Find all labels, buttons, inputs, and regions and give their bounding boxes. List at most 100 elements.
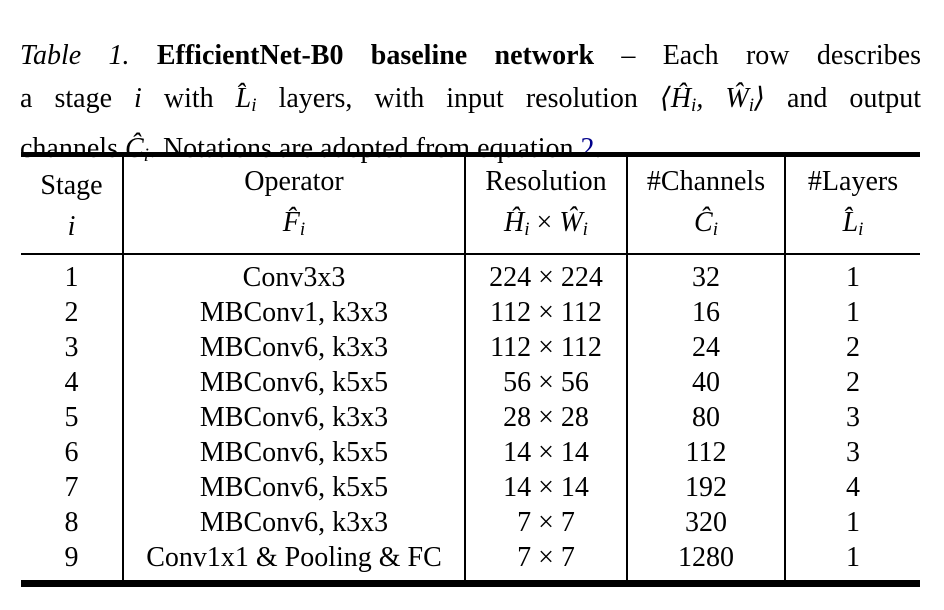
table-row-stage-6: 6 MBConv6, k5x5 14 × 14 112 3: [21, 435, 920, 471]
cell-resolution: 56 × 56: [464, 365, 627, 401]
table-caption: Table 1. EfficientNet-B0 baseline networ…: [20, 34, 921, 177]
caption-segment: i: [691, 95, 697, 117]
header-symbol-operator: F̂i: [124, 203, 464, 253]
table-row-stage-3: 3 MBConv6, k3x3 112 × 112 24 2: [21, 330, 920, 366]
cell-resolution: 112 × 112: [464, 295, 627, 331]
cell-resolution: 7 × 7: [464, 540, 627, 584]
cell-layers: 4: [784, 470, 920, 506]
cell-operator: MBConv1, k3x3: [122, 295, 465, 331]
header-symbol-channels: Ĉi: [628, 203, 784, 253]
header-cell-resolution: Resolution Ĥi × Ŵi: [464, 154, 627, 256]
cell-stage: 7: [64, 472, 79, 504]
cell-channels: 24: [626, 330, 785, 366]
caption-line-1: Table 1. EfficientNet-B0 baseline networ…: [20, 34, 921, 77]
cell-operator: Conv1x1 & Pooling & FC: [122, 540, 465, 584]
math-segment: i: [858, 219, 864, 241]
caption-segment: with: [141, 83, 236, 114]
efficientnet-b0-table: Stage i Operator F̂i Resolution Ĥi × Ŵi #Chann…: [21, 152, 920, 588]
cell-stage: 1: [64, 262, 79, 294]
cell-operator: MBConv6, k5x5: [122, 365, 465, 401]
caption-segment: i: [251, 95, 257, 117]
caption-segment: EfficientNet-B0 baseline network: [156, 40, 595, 71]
math-segment: i: [524, 219, 530, 241]
header-cell-layers: #Layers L̂i: [784, 154, 920, 256]
table-row-stage-9: 9 Conv1x1 & Pooling & FC 7 × 7 1280 1: [21, 540, 920, 584]
cell-channels: 112: [626, 435, 785, 471]
caption-segment: layers, with input resolution: [256, 83, 660, 114]
caption-segment: Ŵ: [725, 83, 749, 114]
caption-segment: ⟩: [754, 83, 765, 114]
header-cell-operator: Operator F̂i: [122, 154, 465, 256]
math-segment: Ŵ: [559, 207, 583, 238]
caption-segment: [130, 40, 157, 71]
cell-layers: 1: [784, 540, 920, 584]
table-row-stage-8: 8 MBConv6, k3x3 7 × 7 320 1: [21, 505, 920, 541]
cell-stage: 4: [64, 367, 79, 399]
cell-channels: 32: [626, 254, 785, 296]
cell-resolution: 7 × 7: [464, 505, 627, 541]
math-segment: i: [582, 219, 588, 241]
cell-resolution: 28 × 28: [464, 400, 627, 436]
caption-segment: Table 1.: [20, 40, 130, 71]
cell-resolution: 224 × 224: [464, 254, 627, 296]
caption-segment: .: [594, 133, 602, 165]
header-symbol-stage: i: [21, 207, 122, 250]
table-body: 1 Conv3x3 224 × 224 32 1 2 MBConv1, k3x3 112 × …: [21, 254, 920, 584]
cell-layers: 2: [784, 330, 920, 366]
cell-stage: 6: [64, 437, 79, 469]
header-label-operator: Operator: [244, 166, 344, 197]
caption-segment: – Each row describes: [594, 40, 922, 71]
header-cell-stage: Stage i: [21, 154, 123, 256]
header-label-stage: Stage: [40, 169, 103, 201]
table-container: Stage i Operator F̂i Resolution Ĥi × Ŵi #Chann…: [21, 152, 920, 588]
caption-segment: and output: [764, 83, 921, 114]
cell-layers: 2: [784, 365, 920, 401]
header-cell-channels: #Channels Ĉi: [626, 154, 785, 256]
cell-layers: 1: [784, 295, 920, 331]
cell-operator: MBConv6, k5x5: [122, 470, 465, 506]
math-segment: i: [299, 219, 306, 241]
math-segment: Ĥ: [504, 207, 525, 238]
math-segment: ×: [529, 207, 560, 238]
cell-operator: MBConv6, k3x3: [122, 330, 465, 366]
table-row-stage-4: 4 MBConv6, k5x5 56 × 56 40 2: [21, 365, 920, 401]
cell-layers: 3: [784, 400, 920, 436]
cell-operator: MBConv6, k5x5: [122, 435, 465, 471]
cell-resolution: 112 × 112: [464, 330, 627, 366]
caption-segment: i: [134, 83, 142, 114]
cell-resolution: 14 × 14: [464, 435, 627, 471]
math-segment: i: [67, 210, 76, 242]
cell-stage: 2: [64, 297, 79, 329]
header-symbol-resolution: Ĥi × Ŵi: [466, 203, 626, 253]
table-row-stage-2: 2 MBConv1, k3x3 112 × 112 16 1: [21, 295, 920, 331]
cell-channels: 40: [626, 365, 785, 401]
math-segment: L̂: [842, 207, 859, 238]
cell-stage: 8: [64, 507, 79, 539]
table-row-stage-1: 1 Conv3x3 224 × 224 32 1: [21, 254, 920, 296]
math-segment: F̂: [282, 207, 300, 238]
cell-stage: 3: [64, 332, 79, 364]
caption-segment: L̂: [235, 83, 252, 114]
caption-segment: Ĥ: [670, 83, 692, 114]
cell-resolution: 14 × 14: [464, 470, 627, 506]
header-label-layers: #Layers: [807, 166, 899, 197]
caption-segment: ⟨: [659, 83, 671, 114]
header-label-resolution: Resolution: [485, 166, 607, 197]
caption-segment: ,: [696, 83, 726, 114]
cell-layers: 1: [784, 505, 920, 541]
caption-segment: i: [748, 95, 754, 117]
caption-segment: a stage: [20, 83, 135, 114]
cell-channels: 80: [626, 400, 785, 436]
cell-layers: 3: [784, 435, 920, 471]
cell-operator: MBConv6, k3x3: [122, 400, 465, 436]
header-label-channels: #Channels: [646, 166, 766, 197]
caption-line-2: a stage i with L̂i layers, with input re…: [20, 77, 921, 127]
cell-layers: 1: [784, 254, 920, 296]
math-segment: Ĉ: [694, 207, 713, 238]
cell-stage: 9: [64, 542, 79, 574]
cell-channels: 16: [626, 295, 785, 331]
cell-stage: 5: [64, 402, 79, 434]
table-row-stage-5: 5 MBConv6, k3x3 28 × 28 80 3: [21, 400, 920, 436]
cell-channels: 1280: [626, 540, 785, 584]
math-segment: i: [712, 219, 718, 241]
